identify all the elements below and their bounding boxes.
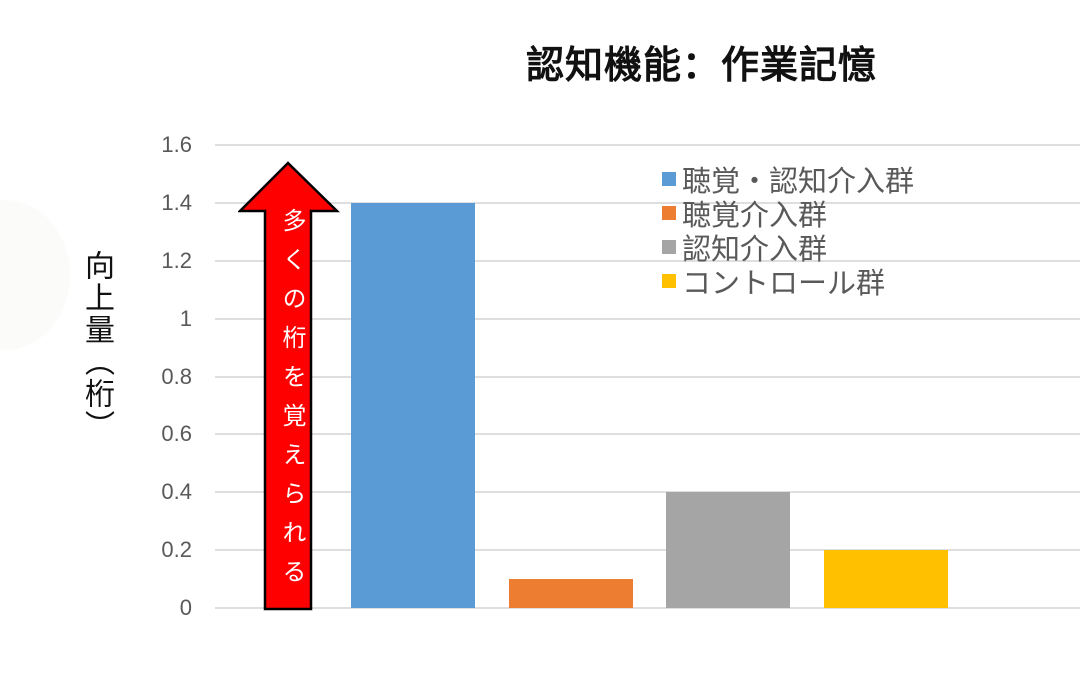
background-shape	[0, 200, 70, 350]
bar	[666, 492, 791, 608]
y-tick-label: 0.8	[161, 363, 192, 389]
legend-item: 聴覚・認知介入群	[662, 161, 915, 198]
legend-swatch-icon	[662, 240, 676, 254]
y-tick-label: 0.2	[161, 537, 192, 563]
bar	[508, 579, 633, 608]
gridline	[215, 375, 1080, 378]
gridline	[215, 201, 1080, 204]
y-tick-label: 1.2	[161, 247, 192, 273]
legend-label: 認知介入群	[682, 232, 828, 266]
y-tick-label: 0	[179, 595, 192, 620]
gridline	[215, 549, 1080, 552]
legend-item: 聴覚介入群	[662, 195, 914, 232]
legend-swatch-icon	[662, 206, 676, 220]
y-axis-label: 向上量（桁）	[79, 250, 114, 442]
y-tick-label: 0.4	[161, 479, 192, 505]
chart-title: 認知機能：作業記憶	[526, 43, 878, 87]
arrow-up-icon	[238, 161, 340, 611]
gridline	[215, 259, 1080, 262]
gridline	[215, 317, 1080, 320]
y-tick-label: 1.4	[161, 189, 192, 215]
gridline	[215, 433, 1080, 436]
legend-item: 認知介入群	[662, 229, 914, 266]
legend-item: コントロール群	[662, 263, 914, 300]
y-tick-label: 0.6	[161, 421, 192, 447]
legend-swatch-icon	[662, 172, 676, 186]
bar	[351, 202, 475, 608]
bar	[824, 550, 949, 608]
y-tick-label: 1	[179, 305, 192, 331]
gridline	[215, 491, 1080, 494]
legend-swatch-icon	[662, 274, 676, 288]
arrow-annotation-text: 多くの桁を覚えられる	[278, 208, 306, 598]
chart-legend: 聴覚・認知介入群 聴覚介入群 認知介入群 コントロール群	[662, 161, 915, 300]
legend-label: 聴覚・認知介入群	[682, 164, 915, 198]
legend-label: 聴覚介入群	[682, 198, 828, 232]
gridline	[215, 607, 1080, 609]
legend-label: コントロール群	[682, 266, 886, 300]
y-tick-label: 1.6	[161, 132, 192, 157]
gridline	[215, 144, 1080, 146]
